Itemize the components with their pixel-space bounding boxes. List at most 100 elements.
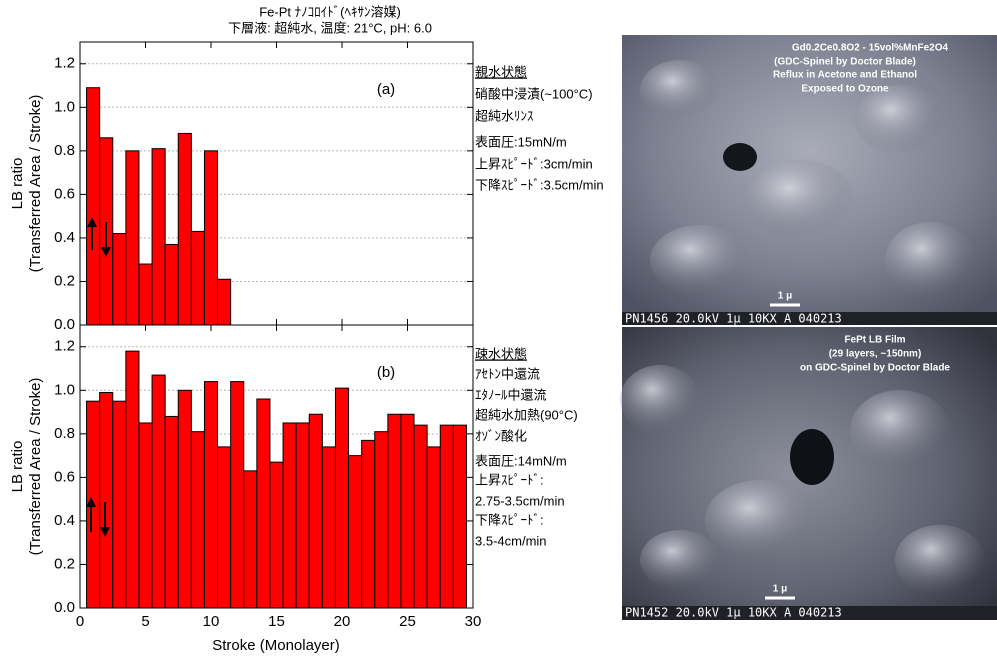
- image-caption: on GDC-Spinel by Doctor Blade: [800, 363, 950, 374]
- bar: [388, 414, 401, 608]
- y-tick-label: 0.4: [54, 512, 75, 529]
- y-tick-label: 1.2: [54, 55, 75, 72]
- note: 硝酸中浸漬(~100°C): [475, 86, 593, 101]
- bar: [244, 471, 257, 608]
- bar: [283, 423, 296, 608]
- bar: [440, 425, 453, 608]
- panel-label: (b): [377, 364, 395, 381]
- note: 表面圧:15mN/m: [475, 134, 567, 149]
- y-tick-label: 0.8: [54, 425, 75, 442]
- y-axis-label: (Transferred Area / Stroke): [27, 378, 44, 556]
- note: 下降ｽﾋﾟｰﾄﾞ:3.5cm/min: [475, 177, 604, 192]
- bar: [204, 382, 217, 608]
- bar: [362, 440, 375, 608]
- bar: [126, 151, 139, 325]
- note: 超純水加熱(90°C): [475, 407, 578, 422]
- x-tick-label: 15: [268, 613, 285, 630]
- bar: [113, 401, 126, 608]
- bar: [218, 279, 231, 325]
- note: 上昇ｽﾋﾟｰﾄﾞ:: [475, 472, 544, 487]
- y-tick-label: 0.2: [54, 272, 75, 289]
- x-tick-label: 30: [465, 613, 482, 630]
- bar: [427, 447, 440, 608]
- y-tick-label: 0.8: [54, 142, 75, 159]
- bar: [349, 456, 362, 608]
- y-tick-label: 0.4: [54, 229, 75, 246]
- image-caption: (29 layers, ~150nm): [829, 349, 922, 360]
- y-tick-label: 0.6: [54, 185, 75, 202]
- panel-label: (a): [377, 81, 395, 98]
- bar: [113, 234, 126, 325]
- bar: [335, 388, 348, 608]
- y-tick-label: 0.0: [54, 316, 75, 333]
- note: ｴﾀﾉｰﾙ中還流: [475, 387, 547, 402]
- bar: [126, 351, 139, 608]
- title: Fe-Pt ﾅﾉｺﾛｲﾄﾞ(ﾍｷｻﾝ溶媒): [259, 4, 401, 19]
- bar: [87, 88, 100, 325]
- note: 下降ｽﾋﾟｰﾄﾞ:: [475, 512, 544, 527]
- note: 上昇ｽﾋﾟｰﾄﾞ:3cm/min: [475, 156, 593, 171]
- bar: [178, 390, 191, 608]
- y-axis-label: LB ratio: [9, 441, 26, 493]
- y-tick-label: 1.2: [54, 338, 75, 355]
- x-tick-label: 10: [203, 613, 220, 630]
- bar: [401, 414, 414, 608]
- x-tick-label: 0: [76, 613, 84, 630]
- bar: [139, 423, 152, 608]
- figure: Fe-Pt ﾅﾉｺﾛｲﾄﾞ(ﾍｷｻﾝ溶媒) 下層液: 超純水, 温度: 21°C…: [0, 0, 997, 657]
- bar: [165, 244, 178, 325]
- x-tick-label: 5: [141, 613, 149, 630]
- y-axis-label: LB ratio: [9, 158, 26, 210]
- note: 表面圧:14mN/m: [475, 453, 567, 468]
- y-tick-label: 1.0: [54, 98, 75, 115]
- bar: [178, 133, 191, 325]
- note: ｵｿﾞﾝ酸化: [475, 428, 527, 443]
- note: 親水状態: [475, 64, 527, 79]
- image-info: PN1452 20.0kV 1μ 10KX A 040213: [625, 606, 842, 620]
- bar: [414, 425, 427, 608]
- bar: [191, 432, 204, 608]
- bar: [204, 151, 217, 325]
- bar: [270, 462, 283, 608]
- note: ｱｾﾄﾝ中還流: [475, 366, 540, 381]
- bar: [375, 432, 388, 608]
- scale-label: 1 μ: [778, 291, 792, 302]
- sem-images: [620, 35, 997, 620]
- bar: [191, 231, 204, 325]
- image-caption: Exposed to Ozone: [801, 84, 889, 95]
- note: 疎水状態: [475, 346, 527, 361]
- bar: [152, 375, 165, 608]
- x-tick-label: 25: [399, 613, 416, 630]
- image-caption: Gd0.2Ce0.8O2 - 15vol%MnFe2O4: [792, 43, 949, 54]
- image-caption: Reflux in Acetone and Ethanol: [773, 70, 917, 81]
- bar: [165, 416, 178, 608]
- scale-label: 1 μ: [773, 584, 787, 595]
- y-tick-label: 0.6: [54, 468, 75, 485]
- bar: [257, 399, 270, 608]
- bar: [100, 392, 113, 608]
- y-tick-label: 1.0: [54, 381, 75, 398]
- note: 2.75-3.5cm/min: [475, 493, 565, 508]
- image-caption: FePt LB Film: [844, 335, 905, 346]
- bar: [296, 423, 309, 608]
- image-caption: (GDC-Spinel by Doctor Blade): [774, 57, 916, 68]
- pore: [723, 143, 757, 171]
- image-info: PN1456 20.0kV 1μ 10KX A 040213: [625, 312, 842, 326]
- note: 超純水ﾘﾝｽ: [475, 108, 534, 123]
- y-tick-label: 0.2: [54, 555, 75, 572]
- x-tick-label: 20: [334, 613, 351, 630]
- y-axis-label: (Transferred Area / Stroke): [27, 95, 44, 273]
- bar: [231, 382, 244, 608]
- bar: [309, 414, 322, 608]
- y-tick-label: 0.0: [54, 599, 75, 616]
- bar: [322, 447, 335, 608]
- note: 3.5-4cm/min: [475, 533, 547, 548]
- bar: [139, 264, 152, 325]
- pore: [790, 429, 834, 485]
- bar: [152, 149, 165, 325]
- x-axis-label: Stroke (Monolayer): [212, 637, 340, 654]
- bar: [453, 425, 466, 608]
- bar: [218, 447, 231, 608]
- subtitle: 下層液: 超純水, 温度: 21°C, pH: 6.0: [228, 20, 432, 35]
- bar: [87, 401, 100, 608]
